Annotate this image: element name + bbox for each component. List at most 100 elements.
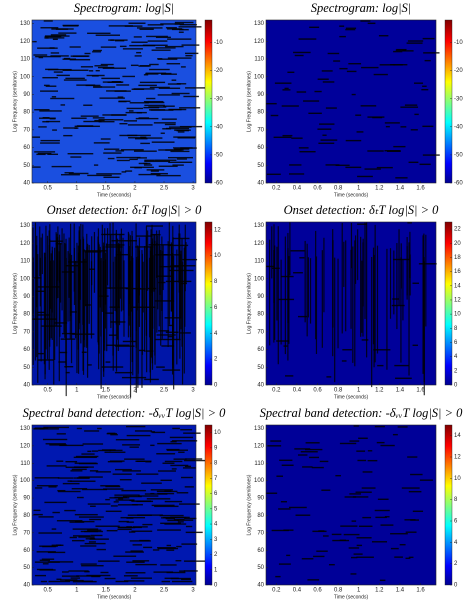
y-tick-label: 120 — [20, 241, 31, 247]
texture — [106, 90, 127, 92]
texture — [155, 47, 176, 49]
colorbar-tick-label: 10 — [214, 430, 221, 436]
texture — [40, 237, 42, 362]
texture — [60, 338, 76, 340]
texture — [106, 243, 108, 352]
y-tick-label: 80 — [257, 110, 264, 116]
texture — [115, 439, 140, 441]
texture — [177, 521, 184, 523]
texture — [166, 63, 181, 65]
texture — [159, 514, 184, 517]
texture — [166, 571, 186, 574]
texture — [182, 258, 198, 261]
texture — [123, 120, 137, 122]
texture — [133, 36, 142, 38]
texture — [45, 225, 47, 350]
texture — [144, 246, 146, 352]
texture — [88, 70, 94, 72]
x-tick-label: 0.2 — [272, 588, 281, 594]
texture — [39, 428, 59, 430]
texture — [57, 477, 74, 479]
texture — [83, 120, 102, 123]
texture — [126, 425, 146, 428]
texture — [98, 248, 100, 310]
texture — [380, 524, 394, 526]
texture — [163, 105, 175, 107]
texture — [36, 245, 38, 308]
texture — [339, 442, 357, 445]
x-tick-label: 0.6 — [313, 186, 322, 192]
colorbar-tick-label: -60 — [454, 181, 463, 187]
texture — [297, 454, 308, 456]
texture — [154, 505, 179, 508]
texture — [99, 97, 125, 99]
y-tick-label: 60 — [257, 548, 264, 554]
texture — [395, 377, 412, 379]
texture — [73, 456, 97, 459]
x-tick-label: 0.5 — [44, 388, 53, 394]
texture — [80, 115, 99, 117]
panel: Spectrogram: log|S| 0.2 0.4 0.6 0.8 1 1.2 1.4 1.… — [246, 1, 463, 198]
texture — [74, 462, 97, 464]
y-tick-label: 90 — [23, 496, 30, 502]
texture — [144, 493, 168, 495]
texture — [291, 137, 303, 139]
texture — [152, 549, 160, 551]
texture — [178, 224, 180, 293]
texture — [402, 50, 414, 52]
x-axis-label: Time (seconds) — [334, 594, 369, 600]
texture — [412, 282, 419, 284]
colorbar-tick-label: 7 — [214, 476, 218, 482]
texture — [357, 223, 367, 225]
texture — [89, 538, 109, 540]
texture — [171, 92, 190, 95]
texture — [332, 229, 334, 357]
texture — [40, 90, 59, 92]
y-tick-label: 90 — [257, 294, 264, 300]
texture — [38, 126, 47, 128]
texture — [168, 222, 170, 325]
texture — [425, 234, 427, 327]
texture — [367, 150, 384, 152]
texture — [314, 90, 322, 93]
texture — [65, 579, 84, 582]
texture — [56, 578, 62, 580]
texture — [124, 458, 145, 460]
texture — [138, 173, 161, 176]
texture — [150, 247, 152, 358]
texture — [423, 52, 440, 54]
texture — [72, 535, 91, 537]
texture — [89, 518, 102, 521]
colorbar-tick-label: 2 — [214, 552, 218, 558]
texture — [139, 81, 166, 84]
texture — [344, 496, 357, 498]
x-axis-label: Time (seconds) — [334, 394, 369, 400]
texture — [135, 137, 148, 140]
x-tick-label: 2 — [133, 588, 137, 594]
texture — [129, 260, 132, 398]
texture — [164, 460, 183, 463]
texture — [271, 529, 289, 532]
texture — [135, 563, 157, 566]
texture — [119, 45, 127, 48]
texture — [145, 73, 159, 75]
texture — [408, 242, 410, 376]
texture — [390, 533, 408, 535]
texture — [114, 40, 125, 42]
y-axis-label: Log Frequency (semitones) — [246, 273, 252, 334]
texture — [334, 257, 336, 383]
texture — [80, 223, 82, 344]
texture — [379, 64, 396, 66]
colorbar-tick-label: -50 — [454, 152, 463, 158]
texture — [154, 234, 156, 356]
texture — [281, 105, 299, 107]
texture — [75, 260, 77, 339]
texture — [98, 560, 120, 562]
texture — [81, 565, 104, 567]
texture — [380, 444, 395, 447]
texture — [357, 175, 373, 178]
texture — [166, 549, 175, 551]
texture — [48, 580, 71, 583]
texture — [136, 460, 152, 462]
texture — [141, 137, 163, 139]
